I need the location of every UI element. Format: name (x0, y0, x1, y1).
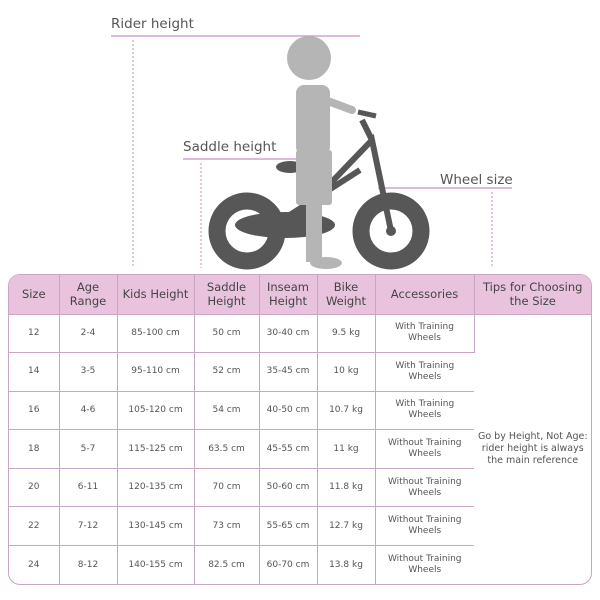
rider-height-label: Rider height (111, 16, 194, 32)
rider-icon (287, 36, 356, 269)
table-cell: 60-70 cm (259, 545, 318, 585)
table-cell: 10 kg (317, 352, 376, 392)
table-row: 16 4-6 105-120 cm 54 cm 40-50 cm 10.7 kg With … (9, 390, 591, 430)
table-cell: 70 cm (194, 467, 260, 507)
table-cell: Without Training Wheels (375, 429, 474, 469)
table-cell: 6-11 (59, 467, 118, 507)
table-cell: 30-40 cm (259, 313, 318, 353)
table-cell: 55-65 cm (259, 506, 318, 546)
table-cell: 45-55 cm (259, 429, 318, 469)
table-cell: 18 (9, 429, 60, 469)
table-cell: 12.7 kg (317, 506, 376, 546)
table-cell: 12 (9, 313, 60, 353)
table-cell: 50 cm (194, 313, 260, 353)
measure-lines (111, 35, 512, 268)
table-cell: 54 cm (194, 390, 260, 430)
table-cell: 95-110 cm (117, 352, 195, 392)
table-cell: 24 (9, 545, 60, 585)
table-cell: 11.8 kg (317, 467, 376, 507)
column-header: Tips for Choosing the Size (474, 275, 591, 314)
table-cell: 130-145 cm (117, 506, 195, 546)
table-row: 22 7-12 130-145 cm 73 cm 55-65 cm 12.7 kg With… (9, 506, 591, 546)
table-cell: With Training Wheels (375, 390, 474, 430)
column-header: Inseam Height (259, 275, 318, 314)
table-cell: With Training Wheels (375, 313, 475, 353)
table-cell: 52 cm (194, 352, 260, 392)
table-cell: 20 (9, 467, 60, 507)
table-cell: 50-60 cm (259, 467, 318, 507)
table-cell: 8-12 (59, 545, 118, 585)
table-cell: 63.5 cm (194, 429, 260, 469)
table-cell: 82.5 cm (194, 545, 260, 585)
table-row: 20 6-11 120-135 cm 70 cm 50-60 cm 11.8 kg With… (9, 467, 591, 507)
table-cell: 7-12 (59, 506, 118, 546)
table-cell: 73 cm (194, 506, 260, 546)
table-cell: 16 (9, 390, 60, 430)
table-cell: With Training Wheels (375, 352, 474, 392)
column-header: Kids Height (117, 275, 195, 314)
table-cell: 4-6 (59, 390, 118, 430)
column-header: Saddle Height (194, 275, 260, 314)
table-cell: 115-125 cm (117, 429, 195, 469)
size-chart-table: Size Age Range Kids Height Saddle Height Ins… (8, 274, 592, 586)
table-cell: 120-135 cm (117, 467, 195, 507)
tip-cell: Go by Height, Not Age: rider height is a… (474, 313, 591, 585)
table-cell: 5-7 (59, 429, 118, 469)
table-cell: 10.7 kg (317, 390, 376, 430)
table-row: 12 2-4 85-100 cm 50 cm 30-40 cm 9.5 kg With Tr… (9, 313, 591, 585)
table-cell: 85-100 cm (117, 313, 195, 353)
bike-rider-illustration (111, 35, 512, 270)
saddle-height-label: Saddle height (183, 139, 277, 155)
table-cell: 140-155 cm (117, 545, 195, 585)
table-cell: 13.8 kg (317, 545, 376, 585)
table-cell: 9.5 kg (317, 313, 376, 353)
table-cell: 11 kg (317, 429, 376, 469)
table-cell: Without Training Wheels (375, 545, 474, 585)
table-row: 24 8-12 140-155 cm 82.5 cm 60-70 cm 13.8 kg Wi… (9, 545, 591, 585)
table-cell: 40-50 cm (259, 390, 318, 430)
table-cell: 105-120 cm (117, 390, 195, 430)
table-cell: Without Training Wheels (375, 506, 474, 546)
table-cell: 35-45 cm (259, 352, 318, 392)
column-header: Accessories (375, 275, 475, 314)
column-header: Bike Weight (317, 275, 376, 314)
table-cell: Without Training Wheels (375, 467, 474, 507)
table-cell: 2-4 (59, 313, 118, 353)
table-row: 18 5-7 115-125 cm 63.5 cm 45-55 cm 11 kg Witho… (9, 429, 591, 469)
column-header: Age Range (59, 275, 118, 314)
table-cell: 14 (9, 352, 60, 392)
table-cell: 22 (9, 506, 60, 546)
table-cell: 3-5 (59, 352, 118, 392)
wheel-size-label: Wheel size (440, 172, 513, 188)
column-header: Size (9, 275, 60, 314)
table-row: 14 3-5 95-110 cm 52 cm 35-45 cm 10 kg With Tra… (9, 352, 591, 392)
